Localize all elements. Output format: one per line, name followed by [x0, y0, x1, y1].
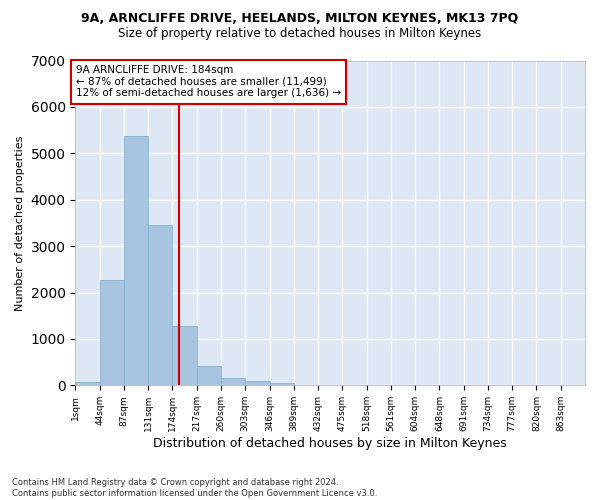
- Text: 9A ARNCLIFFE DRIVE: 184sqm
← 87% of detached houses are smaller (11,499)
12% of : 9A ARNCLIFFE DRIVE: 184sqm ← 87% of deta…: [76, 65, 341, 98]
- Text: 9A, ARNCLIFFE DRIVE, HEELANDS, MILTON KEYNES, MK13 7PQ: 9A, ARNCLIFFE DRIVE, HEELANDS, MILTON KE…: [82, 12, 518, 26]
- Bar: [76, 382, 100, 386]
- Bar: [221, 378, 245, 386]
- Bar: [148, 225, 172, 386]
- Bar: [100, 280, 124, 386]
- Text: Contains HM Land Registry data © Crown copyright and database right 2024.
Contai: Contains HM Land Registry data © Crown c…: [12, 478, 377, 498]
- X-axis label: Distribution of detached houses by size in Milton Keynes: Distribution of detached houses by size …: [154, 437, 507, 450]
- Bar: [172, 326, 197, 386]
- Y-axis label: Number of detached properties: Number of detached properties: [15, 135, 25, 310]
- Bar: [124, 136, 148, 386]
- Bar: [197, 366, 221, 386]
- Text: Size of property relative to detached houses in Milton Keynes: Size of property relative to detached ho…: [118, 28, 482, 40]
- Bar: [245, 381, 269, 386]
- Bar: [269, 384, 294, 386]
